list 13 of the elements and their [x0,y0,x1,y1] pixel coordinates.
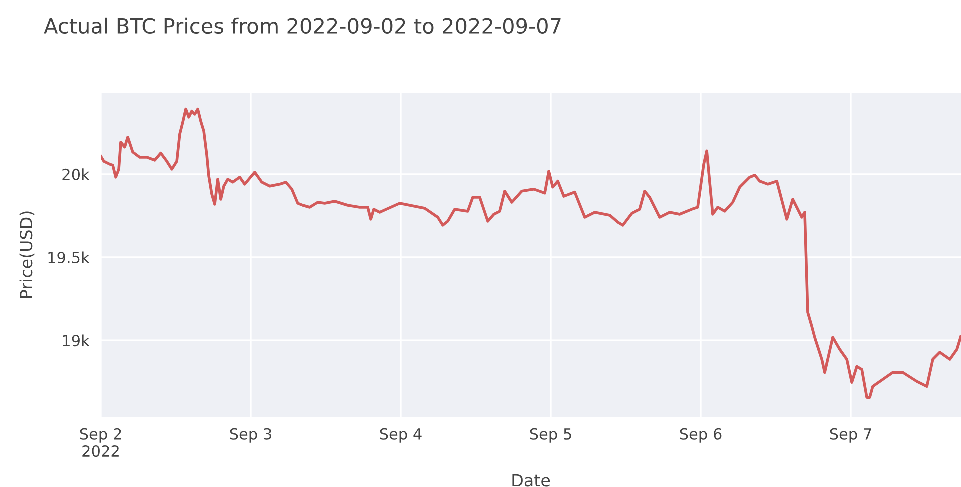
x-tick-label: Sep 7 [830,428,872,443]
x-tick-label: Sep 5 [530,428,572,443]
y-axis-title: Price(USD) [20,212,35,298]
x-axis-title: Date [512,474,550,487]
chart-title: Actual BTC Prices from 2022-09-02 to 2022-09-07 [44,18,561,34]
x-tick-label: Sep 4 [380,428,422,443]
y-tick-label: 20k [62,168,90,180]
line-series [101,108,961,399]
x-tick-label: Sep 3 [230,428,272,443]
y-tick-label: 19.5k [48,252,90,264]
x-tick-label: Sep 6 [680,428,722,443]
y-tick-label: 19k [63,334,90,347]
x-tick-label: Sep 2 2022 [80,428,122,458]
